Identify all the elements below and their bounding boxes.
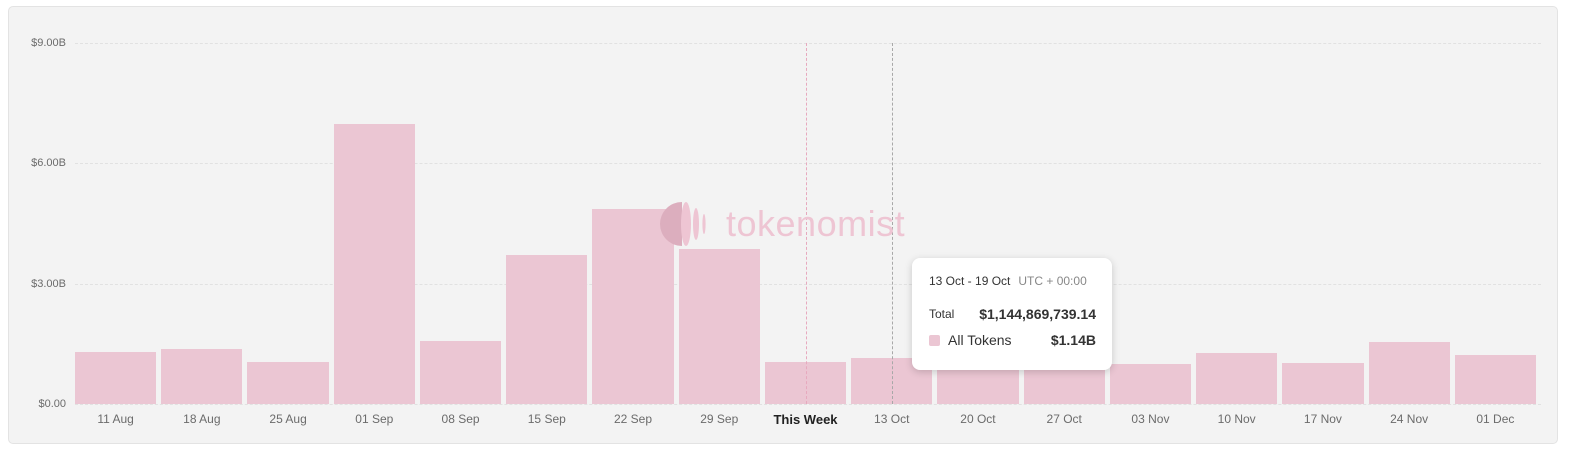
plot-area: tokenomist [75,43,1541,405]
x-tick-label: 15 Sep [527,412,566,426]
series-swatch-icon [929,334,940,346]
x-tick-label: 13 Oct [874,412,910,426]
x-tick-label: 27 Oct [1046,412,1082,426]
x-tick-label: 20 Oct [960,412,996,426]
y-tick-label: $0.00 [38,398,66,410]
y-tick-label: $3.00B [31,277,66,290]
x-tick-label: 17 Nov [1303,412,1342,426]
y-tick-label: $6.00B [31,157,66,170]
bar[interactable] [1368,341,1450,404]
tooltip-range: 13 Oct - 19 Oct [929,274,1011,288]
x-tick-label: 10 Nov [1217,412,1256,426]
bar[interactable] [592,209,674,404]
x-tick-label: This Week [773,412,838,427]
bar[interactable] [678,248,760,404]
bar[interactable] [1282,363,1364,404]
x-tick-label: 18 Aug [183,412,221,426]
x-tick-label: 25 Aug [269,412,307,426]
tooltip-series-label: All Tokens [948,332,1012,348]
watermark-text: tokenomist [726,203,906,244]
current-week-marker [805,43,807,404]
x-tick-label: 22 Sep [613,412,653,426]
tooltip-timezone: UTC + 00:00 [1018,274,1087,288]
bar[interactable] [1454,355,1536,404]
watermark: tokenomist [660,200,905,248]
x-tick-label: 03 Nov [1131,412,1170,426]
tokenomist-logo-icon [660,202,706,246]
tooltip-series-value: $1.14B [1050,332,1096,348]
bar[interactable] [1196,353,1278,404]
tooltip-total-value: $1,144,869,739.14 [979,306,1096,322]
x-tick-label: 11 Aug [97,412,134,426]
gridline [75,283,1541,285]
x-tick-label: 29 Sep [700,412,739,426]
gridline [75,163,1541,165]
bar[interactable] [1109,363,1192,404]
gridline [75,43,1541,44]
y-tick-label: $9.00B [31,37,66,49]
hover-crosshair [891,43,893,404]
gridline [75,404,1541,405]
chart-tooltip: 13 Oct - 19 Oct UTC + 00:00 Total $1,144… [912,258,1112,370]
x-tick-label: 01 Dec [1476,412,1515,426]
bar[interactable] [333,124,415,404]
bar[interactable] [506,254,588,404]
bar[interactable] [764,361,847,404]
x-tick-label: 08 Sep [441,412,480,426]
bar[interactable] [419,341,502,404]
x-tick-label: 01 Sep [355,412,394,426]
x-tick-label: 24 Nov [1390,412,1429,426]
bar[interactable] [75,351,157,404]
tooltip-total-label: Total [929,307,955,321]
bar[interactable] [161,349,243,404]
bar[interactable] [247,361,329,404]
